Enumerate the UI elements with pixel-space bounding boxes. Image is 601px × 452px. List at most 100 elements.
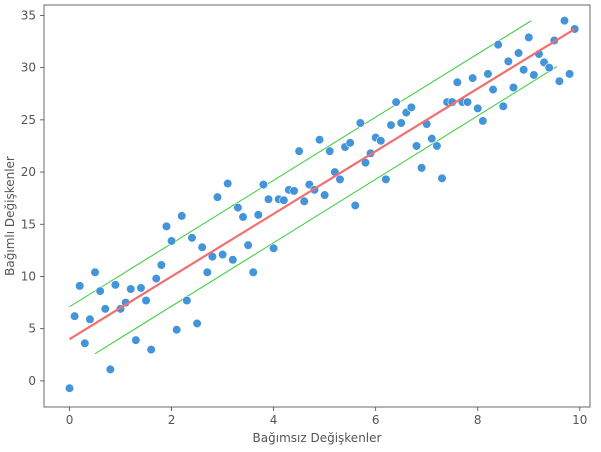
y-tick-label: 10	[21, 269, 36, 283]
data-point	[391, 97, 401, 107]
data-point	[223, 178, 233, 189]
data-point	[350, 200, 360, 211]
data-point	[146, 344, 156, 355]
data-point	[503, 56, 513, 66]
data-point	[105, 364, 115, 375]
data-point	[320, 190, 330, 200]
data-point	[473, 103, 483, 113]
y-axis-label: Bağımlı Değişkenler	[3, 156, 17, 276]
plot-frame	[43, 4, 591, 408]
y-tick-label: 15	[21, 217, 36, 231]
data-point	[294, 146, 304, 156]
data-point	[192, 318, 202, 329]
data-point	[80, 338, 90, 348]
data-point	[202, 267, 212, 277]
data-point	[483, 69, 493, 79]
data-point	[156, 260, 166, 270]
data-point	[75, 281, 85, 291]
data-point	[381, 174, 391, 184]
data-point	[314, 135, 325, 145]
data-point	[141, 295, 151, 306]
data-point	[452, 77, 462, 87]
data-point	[437, 173, 447, 183]
data-point	[253, 210, 263, 220]
upper-band-line	[69, 20, 532, 308]
lower-band-line	[94, 66, 558, 355]
data-point	[161, 221, 172, 231]
chart-axes: 0 2 4 6 8 10 0 5 10 15 20 25 30 35	[21, 4, 591, 427]
data-point	[197, 242, 207, 252]
data-point	[488, 84, 498, 95]
data-point	[432, 141, 442, 151]
chart-marks	[64, 16, 580, 393]
y-tick-label: 20	[21, 165, 36, 179]
data-point	[233, 202, 243, 213]
y-tick-label: 35	[21, 8, 36, 22]
data-point	[519, 65, 529, 75]
data-point	[355, 118, 365, 128]
y-tick-label: 25	[21, 113, 36, 127]
data-point	[263, 194, 274, 204]
data-point	[212, 192, 223, 202]
data-point	[90, 267, 100, 277]
data-point	[136, 283, 146, 293]
data-point	[411, 141, 422, 151]
data-point	[172, 325, 182, 335]
data-point	[564, 69, 575, 79]
data-point	[544, 63, 554, 73]
y-tick-label: 5	[28, 322, 36, 336]
data-point	[217, 249, 228, 260]
data-point	[345, 138, 355, 148]
y-tick-label: 0	[28, 374, 36, 388]
data-point	[70, 311, 80, 321]
x-tick-label: 4	[270, 413, 278, 427]
x-tick-label: 2	[168, 413, 176, 427]
x-axis-label: Bağımsız Değişkenler	[253, 431, 382, 445]
x-tick-label: 8	[474, 413, 482, 427]
data-point	[406, 102, 417, 112]
x-tick-label: 0	[66, 413, 74, 427]
x-tick-label: 10	[572, 413, 587, 427]
data-point	[427, 134, 437, 144]
data-point	[289, 186, 299, 196]
data-point	[228, 255, 238, 265]
data-point	[559, 16, 570, 26]
data-point	[417, 163, 427, 173]
x-tick-label: 6	[372, 413, 380, 427]
data-point	[554, 76, 564, 86]
data-point	[131, 335, 141, 345]
data-point	[335, 174, 345, 184]
data-point	[279, 195, 289, 205]
data-point	[182, 295, 192, 306]
regression-line	[68, 28, 576, 341]
data-point	[493, 40, 503, 50]
data-point	[166, 236, 177, 246]
data-point	[243, 240, 253, 250]
data-point	[238, 212, 248, 222]
data-point	[85, 314, 95, 324]
data-point	[508, 82, 519, 93]
data-point	[376, 136, 386, 146]
data-point	[462, 97, 473, 107]
data-point	[396, 118, 406, 128]
y-tick-label: 30	[21, 61, 36, 75]
data-point	[110, 280, 121, 290]
data-point	[513, 48, 524, 58]
data-point	[177, 211, 187, 221]
data-point	[386, 120, 396, 130]
data-point	[64, 383, 75, 393]
data-point	[478, 116, 488, 126]
data-point	[498, 101, 508, 111]
data-point	[126, 284, 136, 294]
data-point	[100, 304, 110, 314]
data-point	[95, 286, 105, 296]
data-point	[151, 273, 161, 284]
data-point	[269, 243, 279, 253]
data-point	[187, 233, 197, 243]
data-point	[468, 73, 478, 83]
data-point	[258, 179, 269, 190]
data-point	[524, 32, 534, 42]
data-point	[325, 146, 335, 156]
data-point	[529, 70, 539, 80]
